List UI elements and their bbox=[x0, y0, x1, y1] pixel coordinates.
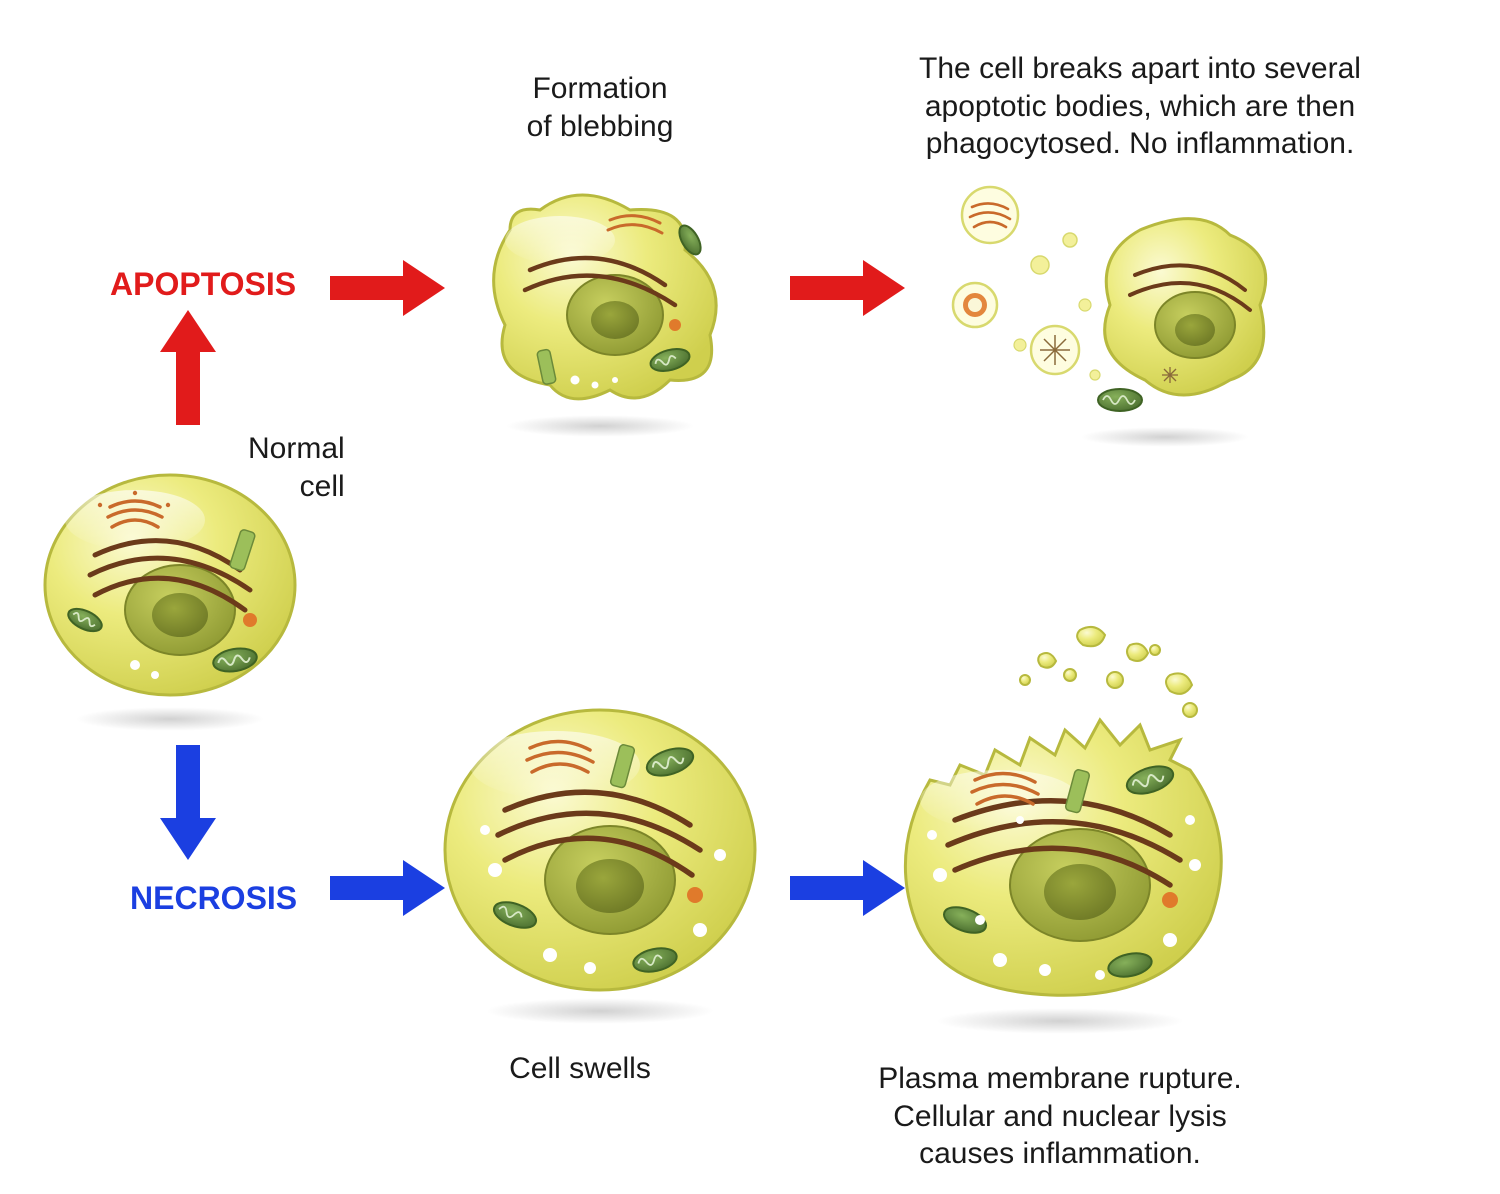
normal-cell bbox=[40, 465, 300, 725]
arrow-down-necrosis bbox=[160, 745, 216, 860]
membrane-rupture-label: Plasma membrane rupture. Cellular and nu… bbox=[810, 1060, 1310, 1173]
blebbing-cell bbox=[470, 185, 730, 435]
blebbing-label: Formation of blebbing bbox=[490, 70, 710, 145]
apoptosis-pathway-label: APOPTOSIS bbox=[110, 266, 296, 303]
necrosis-pathway-label: NECROSIS bbox=[130, 880, 297, 917]
apoptotic-bodies bbox=[920, 175, 1280, 445]
ruptured-cell bbox=[870, 620, 1250, 1030]
cell-swells-label: Cell swells bbox=[470, 1050, 690, 1088]
arrow-up-apoptosis bbox=[160, 310, 216, 425]
swollen-cell bbox=[440, 700, 760, 1020]
apoptotic-bodies-label: The cell breaks apart into several apopt… bbox=[870, 50, 1410, 163]
arrow-necrosis-1 bbox=[330, 860, 445, 916]
arrow-apoptosis-1 bbox=[330, 260, 445, 316]
arrow-apoptosis-2 bbox=[790, 260, 905, 316]
